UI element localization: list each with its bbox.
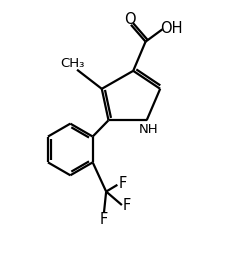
Text: F: F: [118, 176, 126, 191]
Text: CH₃: CH₃: [60, 57, 84, 70]
Text: F: F: [99, 212, 108, 227]
Text: NH: NH: [139, 123, 158, 136]
Text: F: F: [122, 198, 130, 213]
Text: OH: OH: [160, 21, 182, 36]
Text: O: O: [124, 12, 135, 27]
